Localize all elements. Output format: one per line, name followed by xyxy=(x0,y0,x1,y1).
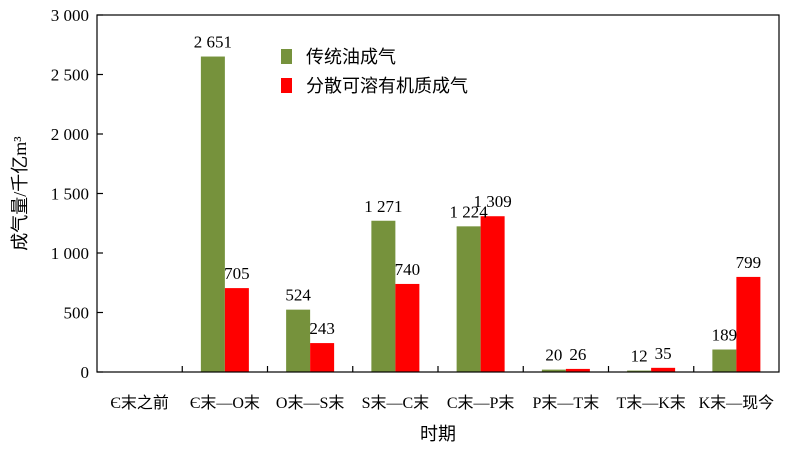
bar-series-1 xyxy=(371,220,396,372)
bar-data-label: 524 xyxy=(285,286,311,305)
y-tick-label: 2 500 xyxy=(51,66,89,85)
x-category-label: P末—T末 xyxy=(533,394,600,412)
legend-swatch-series-2 xyxy=(281,78,292,93)
bar-data-label: 189 xyxy=(712,326,738,345)
bar-series-1 xyxy=(286,309,311,372)
bar-series-1 xyxy=(456,226,481,372)
bar-data-label: 20 xyxy=(545,346,562,365)
x-category-label: Є末—O末 xyxy=(190,394,260,412)
bar-series-2 xyxy=(651,367,676,372)
y-tick-label: 3 000 xyxy=(51,6,89,25)
bar-series-2 xyxy=(480,216,505,372)
bar-data-label: 12 xyxy=(631,347,648,366)
x-category-label: T末—K末 xyxy=(616,394,685,412)
bar-data-label: 705 xyxy=(224,264,250,283)
bar-data-label: 1 271 xyxy=(364,197,402,216)
x-category-label: S末—C末 xyxy=(362,394,430,412)
x-category-label: K末—现今 xyxy=(699,394,775,412)
legend-label-series-2: 分散可溶有机质成气 xyxy=(306,76,468,96)
bar-data-label: 740 xyxy=(395,260,421,279)
plot-frame xyxy=(96,14,780,373)
x-category-label: O末—S末 xyxy=(276,394,344,412)
bar-data-label: 26 xyxy=(569,345,586,364)
legend-swatch-series-1 xyxy=(281,49,292,64)
bar-series-1 xyxy=(627,370,652,372)
y-tick-label: 1 500 xyxy=(51,185,89,204)
y-tick-label: 500 xyxy=(64,304,90,323)
y-tick-label: 0 xyxy=(81,363,90,382)
y-tick-label: 1 000 xyxy=(51,244,89,263)
x-category-label: Є末之前 xyxy=(110,394,169,412)
bar-series-2 xyxy=(736,276,761,372)
bar-data-label: 35 xyxy=(655,344,672,363)
bar-series-2 xyxy=(395,283,420,372)
x-axis-title: 时期 xyxy=(420,424,456,444)
bar-data-label: 243 xyxy=(309,319,335,338)
bar-series-2 xyxy=(565,368,590,372)
legend-label-series-1: 传统油成气 xyxy=(306,47,396,67)
bar-data-label: 1 309 xyxy=(474,192,512,211)
y-tick-label: 2 000 xyxy=(51,125,89,144)
x-axis-ticks: Є末之前 Є末—O末 O末—S末 S末—C末 C末—P末 P末—T末 T末—K末 K末—现今 xyxy=(110,366,774,412)
x-category-label: C末—P末 xyxy=(447,394,515,412)
y-axis-ticks: 0 500 1 000 1 500 2 000 2 500 3 000 xyxy=(51,6,103,382)
bar-data-label: 1 224 xyxy=(450,202,489,221)
bar-data-label: 2 651 xyxy=(194,33,232,52)
bar-data-label: 799 xyxy=(736,253,762,272)
y-axis-title: 成气量/千亿m³ xyxy=(10,136,30,251)
bar-series-1 xyxy=(712,349,737,372)
bar-series-2 xyxy=(224,288,249,372)
bar-series-1 xyxy=(200,56,225,372)
bars-group xyxy=(200,56,761,372)
bar-series-1 xyxy=(541,369,566,372)
bar-series-2 xyxy=(310,343,335,372)
